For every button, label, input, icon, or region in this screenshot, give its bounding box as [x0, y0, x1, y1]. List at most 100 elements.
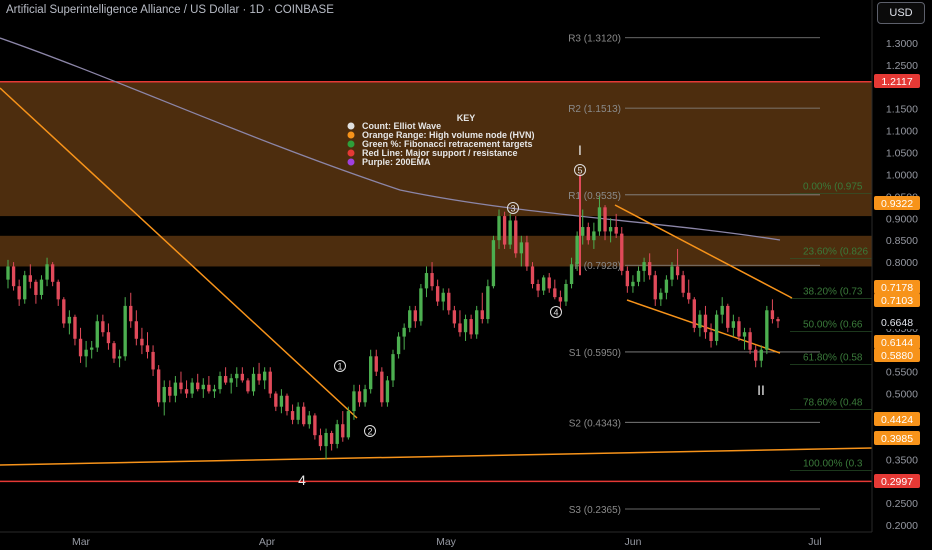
candle-body	[218, 376, 222, 390]
trend-lines	[0, 37, 873, 466]
candle-body	[553, 288, 557, 298]
price-tick: 0.5000	[886, 389, 918, 401]
fib-label: 50.00% (0.66	[803, 319, 863, 330]
time-axis[interactable]: Mar Apr May Jun Jul	[0, 531, 872, 548]
wedge-lower-line	[626, 299, 781, 354]
price-label-badge	[874, 431, 920, 445]
pivot-label: R3 (1.3120)	[568, 34, 621, 45]
fib-label: 100.00% (0.3	[803, 458, 863, 469]
candle-body	[207, 384, 211, 392]
candle-body	[129, 305, 133, 322]
candle-body	[346, 411, 351, 438]
candle-body	[525, 242, 529, 267]
price-label-badge	[874, 74, 920, 88]
candle-body	[173, 382, 178, 396]
candle-body	[179, 382, 183, 390]
candle-body	[597, 207, 602, 232]
candle-body	[112, 343, 116, 359]
candle-body	[11, 266, 16, 287]
price-tick: 0.2500	[886, 498, 918, 510]
candle-body	[380, 371, 384, 403]
wave-label: 1	[337, 362, 342, 372]
candle-body	[541, 277, 546, 291]
candle-body	[731, 321, 736, 328]
price-tick: 1.1500	[886, 104, 918, 116]
candle-body	[262, 371, 267, 381]
orange-support-line	[0, 447, 873, 466]
wave-circle	[334, 360, 346, 372]
price-label-badge	[874, 474, 920, 488]
candle-body	[62, 299, 66, 324]
candle-body	[402, 327, 406, 337]
wave-label: 5	[577, 166, 582, 176]
candle-body	[447, 292, 451, 311]
candle-body	[363, 389, 367, 403]
candle-body	[413, 310, 417, 322]
candle-body	[647, 262, 652, 276]
candle-body	[536, 284, 540, 291]
candle-body	[692, 299, 696, 328]
pivot-label: R1 (0.9535)	[568, 191, 621, 202]
candle-body	[285, 395, 289, 412]
hvn-zones	[0, 80, 872, 483]
candle-body	[268, 371, 272, 394]
price-tick: 0.2000	[886, 520, 918, 532]
candle-body	[391, 354, 395, 381]
price-axis[interactable]: 1.30001.25001.15001.10001.05001.00000.95…	[871, 0, 932, 550]
hvn-zone	[0, 81, 872, 217]
candle-body	[23, 275, 27, 300]
price-label-text: 0.3985	[881, 433, 913, 445]
orange-downtrend-line	[0, 87, 358, 419]
candle-body	[90, 347, 94, 350]
candle-body	[335, 424, 339, 444]
wave-label: 2	[367, 427, 372, 437]
candle-body	[631, 281, 635, 287]
candle-body	[620, 233, 624, 271]
candle-body	[196, 382, 200, 390]
candle-body	[156, 369, 161, 403]
candle-body	[357, 391, 362, 403]
currency-button[interactable]: USD	[877, 2, 925, 24]
wave-label: 3	[510, 204, 515, 214]
candle-body	[235, 373, 239, 379]
fib-label: 38.20% (0.73	[803, 287, 863, 298]
price-label-text: 0.6648	[881, 317, 913, 329]
candle-body	[212, 389, 217, 392]
price-tick: 1.3000	[886, 38, 918, 50]
candle-body	[39, 279, 44, 295]
candle-body	[56, 281, 60, 300]
candle-body	[369, 356, 373, 390]
ema-200-line	[0, 37, 781, 241]
price-label-badge	[874, 196, 920, 210]
price-tick: 1.0500	[886, 148, 918, 160]
candle-body	[240, 373, 245, 381]
pivot-label: P (0.7928)	[574, 261, 621, 272]
candle-body	[307, 415, 311, 425]
key-title: KEY	[457, 113, 476, 123]
price-label-text: 1.2117	[881, 76, 912, 88]
candle-body	[475, 310, 479, 335]
candle-body	[581, 227, 585, 236]
time-tick: May	[436, 536, 457, 548]
candle-body	[168, 386, 172, 396]
candle-body	[569, 264, 574, 284]
candle-body	[486, 286, 490, 320]
price-label-badge	[874, 348, 920, 362]
key-bullet-icon	[347, 122, 355, 130]
candle-body	[681, 275, 685, 293]
candle-body	[502, 216, 507, 245]
candle-body	[296, 406, 300, 420]
candle-body	[408, 310, 412, 328]
price-tick: 0.8500	[886, 235, 918, 247]
candle-body	[519, 242, 524, 254]
candle-body	[698, 314, 702, 328]
candle-body	[17, 286, 21, 300]
candle-body	[508, 220, 512, 245]
fib-label: 0.00% (0.975	[803, 181, 863, 192]
candle-body	[318, 435, 323, 447]
price-tick: 0.8000	[886, 257, 918, 269]
